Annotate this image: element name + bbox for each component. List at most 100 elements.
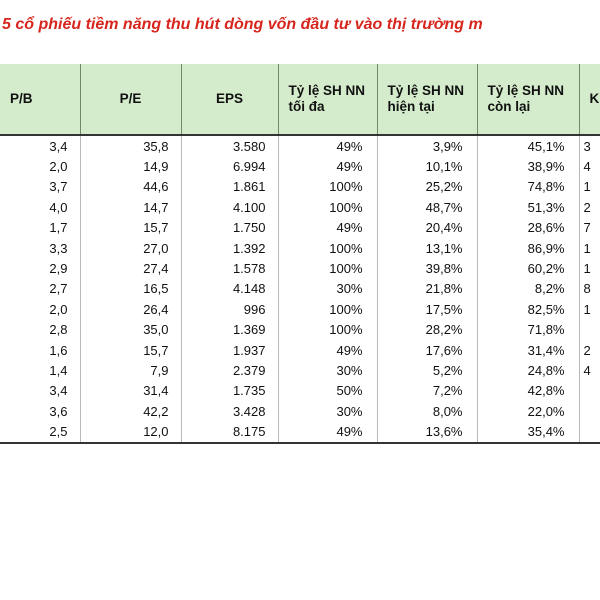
cell-pe: 14,7 <box>80 197 182 218</box>
cell-pb: 2,5 <box>0 421 81 444</box>
cell-foreign-remaining: 35,4% <box>477 421 580 444</box>
cell-foreign-remaining: 42,8% <box>477 380 580 402</box>
cell-pb: 1,6 <box>0 339 81 361</box>
cell-foreign-current: 13,6% <box>377 421 478 444</box>
cell-foreign-current: 17,6% <box>377 339 478 361</box>
table-row: 2,0 14,9 6.994 49% 10,1% 38,9% 4 <box>0 156 600 177</box>
cell-foreign-max: 49% <box>278 156 378 177</box>
cell-eps: 2.379 <box>181 360 279 381</box>
cell-eps: 1.369 <box>181 319 279 340</box>
cell-foreign-max: 100% <box>278 176 378 198</box>
cell-kh <box>579 421 600 444</box>
cell-pb: 3,3 <box>0 237 81 259</box>
cell-pb: 2,7 <box>0 278 81 300</box>
header-foreign-remaining: Tỷ lệ SH NN còn lại <box>477 64 580 136</box>
cell-pe: 44,6 <box>80 176 182 198</box>
cell-foreign-remaining: 31,4% <box>477 339 580 361</box>
table-row: 2,7 16,5 4.148 30% 21,8% 8,2% 8 <box>0 278 600 300</box>
cell-foreign-current: 28,2% <box>377 319 478 340</box>
cell-foreign-current: 3,9% <box>377 135 478 157</box>
cell-pe: 14,9 <box>80 156 182 177</box>
cell-foreign-current: 13,1% <box>377 237 478 259</box>
cell-foreign-max: 49% <box>278 135 378 157</box>
table-title: 5 cổ phiếu tiềm năng thu hút dòng vốn đầ… <box>2 16 483 33</box>
cell-pb: 2,0 <box>0 156 81 177</box>
cell-kh: 1 <box>579 176 600 198</box>
cell-kh: 8 <box>579 278 600 300</box>
cell-foreign-current: 10,1% <box>377 156 478 177</box>
cell-foreign-max: 100% <box>278 299 378 320</box>
cell-eps: 996 <box>181 299 279 320</box>
cell-pe: 27,4 <box>80 258 182 279</box>
cell-kh <box>579 319 600 340</box>
table-row: 3,3 27,0 1.392 100% 13,1% 86,9% 1 <box>0 237 600 259</box>
header-foreign-max: Tỷ lệ SH NN tối đa <box>278 64 378 136</box>
cell-foreign-max: 100% <box>278 258 378 279</box>
table-row: 2,8 35,0 1.369 100% 28,2% 71,8% <box>0 319 600 340</box>
cell-foreign-max: 49% <box>278 217 378 238</box>
cell-pe: 26,4 <box>80 299 182 320</box>
table-row: 2,5 12,0 8.175 49% 13,6% 35,4% <box>0 421 600 444</box>
cell-kh: 1 <box>579 299 600 320</box>
cell-kh: 3 <box>579 135 600 157</box>
cell-kh: 4 <box>579 360 600 381</box>
table-row: 3,4 35,8 3.580 49% 3,9% 45,1% 3 <box>0 135 600 157</box>
cell-foreign-max: 100% <box>278 197 378 218</box>
cell-foreign-remaining: 60,2% <box>477 258 580 279</box>
table-row: 2,0 26,4 996 100% 17,5% 82,5% 1 <box>0 299 600 320</box>
cell-pe: 42,2 <box>80 401 182 422</box>
cell-foreign-remaining: 74,8% <box>477 176 580 198</box>
cell-foreign-current: 39,8% <box>377 258 478 279</box>
cell-kh: 2 <box>579 339 600 361</box>
header-foreign-current: Tỷ lệ SH NN hiện tại <box>377 64 478 136</box>
table-row: 3,4 31,4 1.735 50% 7,2% 42,8% <box>0 380 600 402</box>
cell-foreign-current: 17,5% <box>377 299 478 320</box>
cell-foreign-max: 100% <box>278 319 378 340</box>
cell-kh <box>579 401 600 422</box>
cell-eps: 1.735 <box>181 380 279 402</box>
header-eps: EPS <box>181 64 279 136</box>
cell-pb: 3,7 <box>0 176 81 198</box>
table-row: 3,6 42,2 3.428 30% 8,0% 22,0% <box>0 401 600 422</box>
cell-eps: 1.578 <box>181 258 279 279</box>
cell-foreign-current: 20,4% <box>377 217 478 238</box>
cell-pe: 35,8 <box>80 135 182 157</box>
cell-foreign-current: 48,7% <box>377 197 478 218</box>
cell-pe: 15,7 <box>80 217 182 238</box>
cell-foreign-current: 5,2% <box>377 360 478 381</box>
cell-eps: 1.750 <box>181 217 279 238</box>
cell-foreign-max: 30% <box>278 360 378 381</box>
cell-foreign-max: 30% <box>278 278 378 300</box>
cell-kh <box>579 380 600 402</box>
cell-foreign-current: 21,8% <box>377 278 478 300</box>
cell-foreign-max: 100% <box>278 237 378 259</box>
cell-pb: 3,4 <box>0 380 81 402</box>
table-row: 1,6 15,7 1.937 49% 17,6% 31,4% 2 <box>0 339 600 361</box>
cell-pb: 4,0 <box>0 197 81 218</box>
cell-foreign-remaining: 86,9% <box>477 237 580 259</box>
cell-pb: 1,4 <box>0 360 81 381</box>
table-row: 4,0 14,7 4.100 100% 48,7% 51,3% 2 <box>0 197 600 218</box>
cell-foreign-remaining: 38,9% <box>477 156 580 177</box>
table-row: 1,4 7,9 2.379 30% 5,2% 24,8% 4 <box>0 360 600 381</box>
cell-eps: 8.175 <box>181 421 279 444</box>
cell-foreign-max: 49% <box>278 339 378 361</box>
header-row: P/B P/E EPS Tỷ lệ SH NN tối đa Tỷ lệ SH … <box>0 64 600 136</box>
cell-pb: 2,9 <box>0 258 81 279</box>
cell-eps: 1.861 <box>181 176 279 198</box>
cell-eps: 1.937 <box>181 339 279 361</box>
cell-foreign-remaining: 51,3% <box>477 197 580 218</box>
table-body: 3,4 35,8 3.580 49% 3,9% 45,1% 3 2,0 14,9 6.994 49%… <box>0 135 600 444</box>
cell-kh: 1 <box>579 237 600 259</box>
cell-eps: 4.148 <box>181 278 279 300</box>
cell-foreign-max: 50% <box>278 380 378 402</box>
cell-foreign-current: 25,2% <box>377 176 478 198</box>
cell-kh: 4 <box>579 156 600 177</box>
header-pe: P/E <box>80 64 182 136</box>
cell-pb: 1,7 <box>0 217 81 238</box>
cell-eps: 4.100 <box>181 197 279 218</box>
cell-foreign-max: 49% <box>278 421 378 444</box>
cell-eps: 6.994 <box>181 156 279 177</box>
cell-foreign-remaining: 8,2% <box>477 278 580 300</box>
cell-pe: 35,0 <box>80 319 182 340</box>
